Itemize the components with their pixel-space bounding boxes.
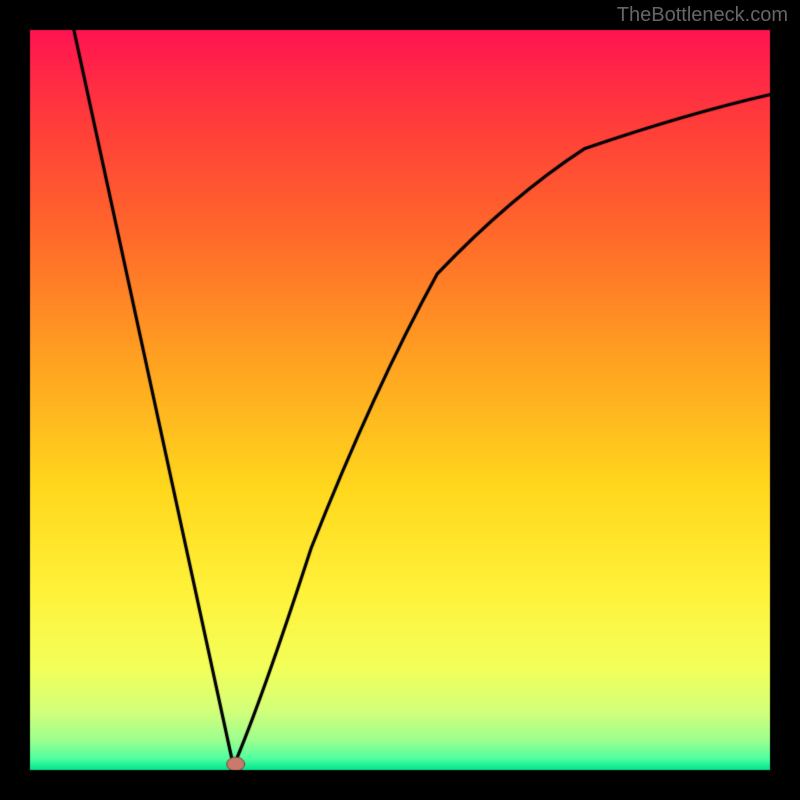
- watermark-label: TheBottleneck.com: [617, 4, 788, 27]
- chart-container: TheBottleneck.com: [0, 0, 800, 800]
- chart-canvas: [0, 0, 800, 800]
